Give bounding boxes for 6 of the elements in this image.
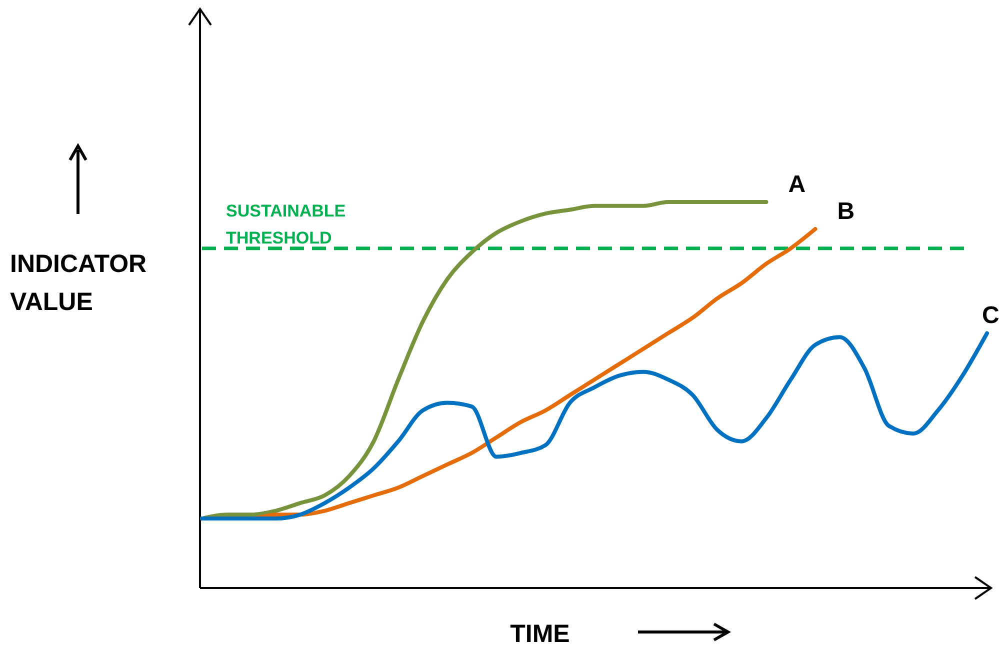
- ref-line-label: SUSTAINABLE THRESHOLD: [226, 201, 346, 248]
- x-axis-title: TIME: [510, 620, 570, 648]
- series-label: C: [982, 302, 999, 330]
- y-axis-title: INDICATOR VALUE: [10, 250, 147, 316]
- series-label: A: [788, 171, 806, 198]
- series-label: B: [837, 198, 855, 226]
